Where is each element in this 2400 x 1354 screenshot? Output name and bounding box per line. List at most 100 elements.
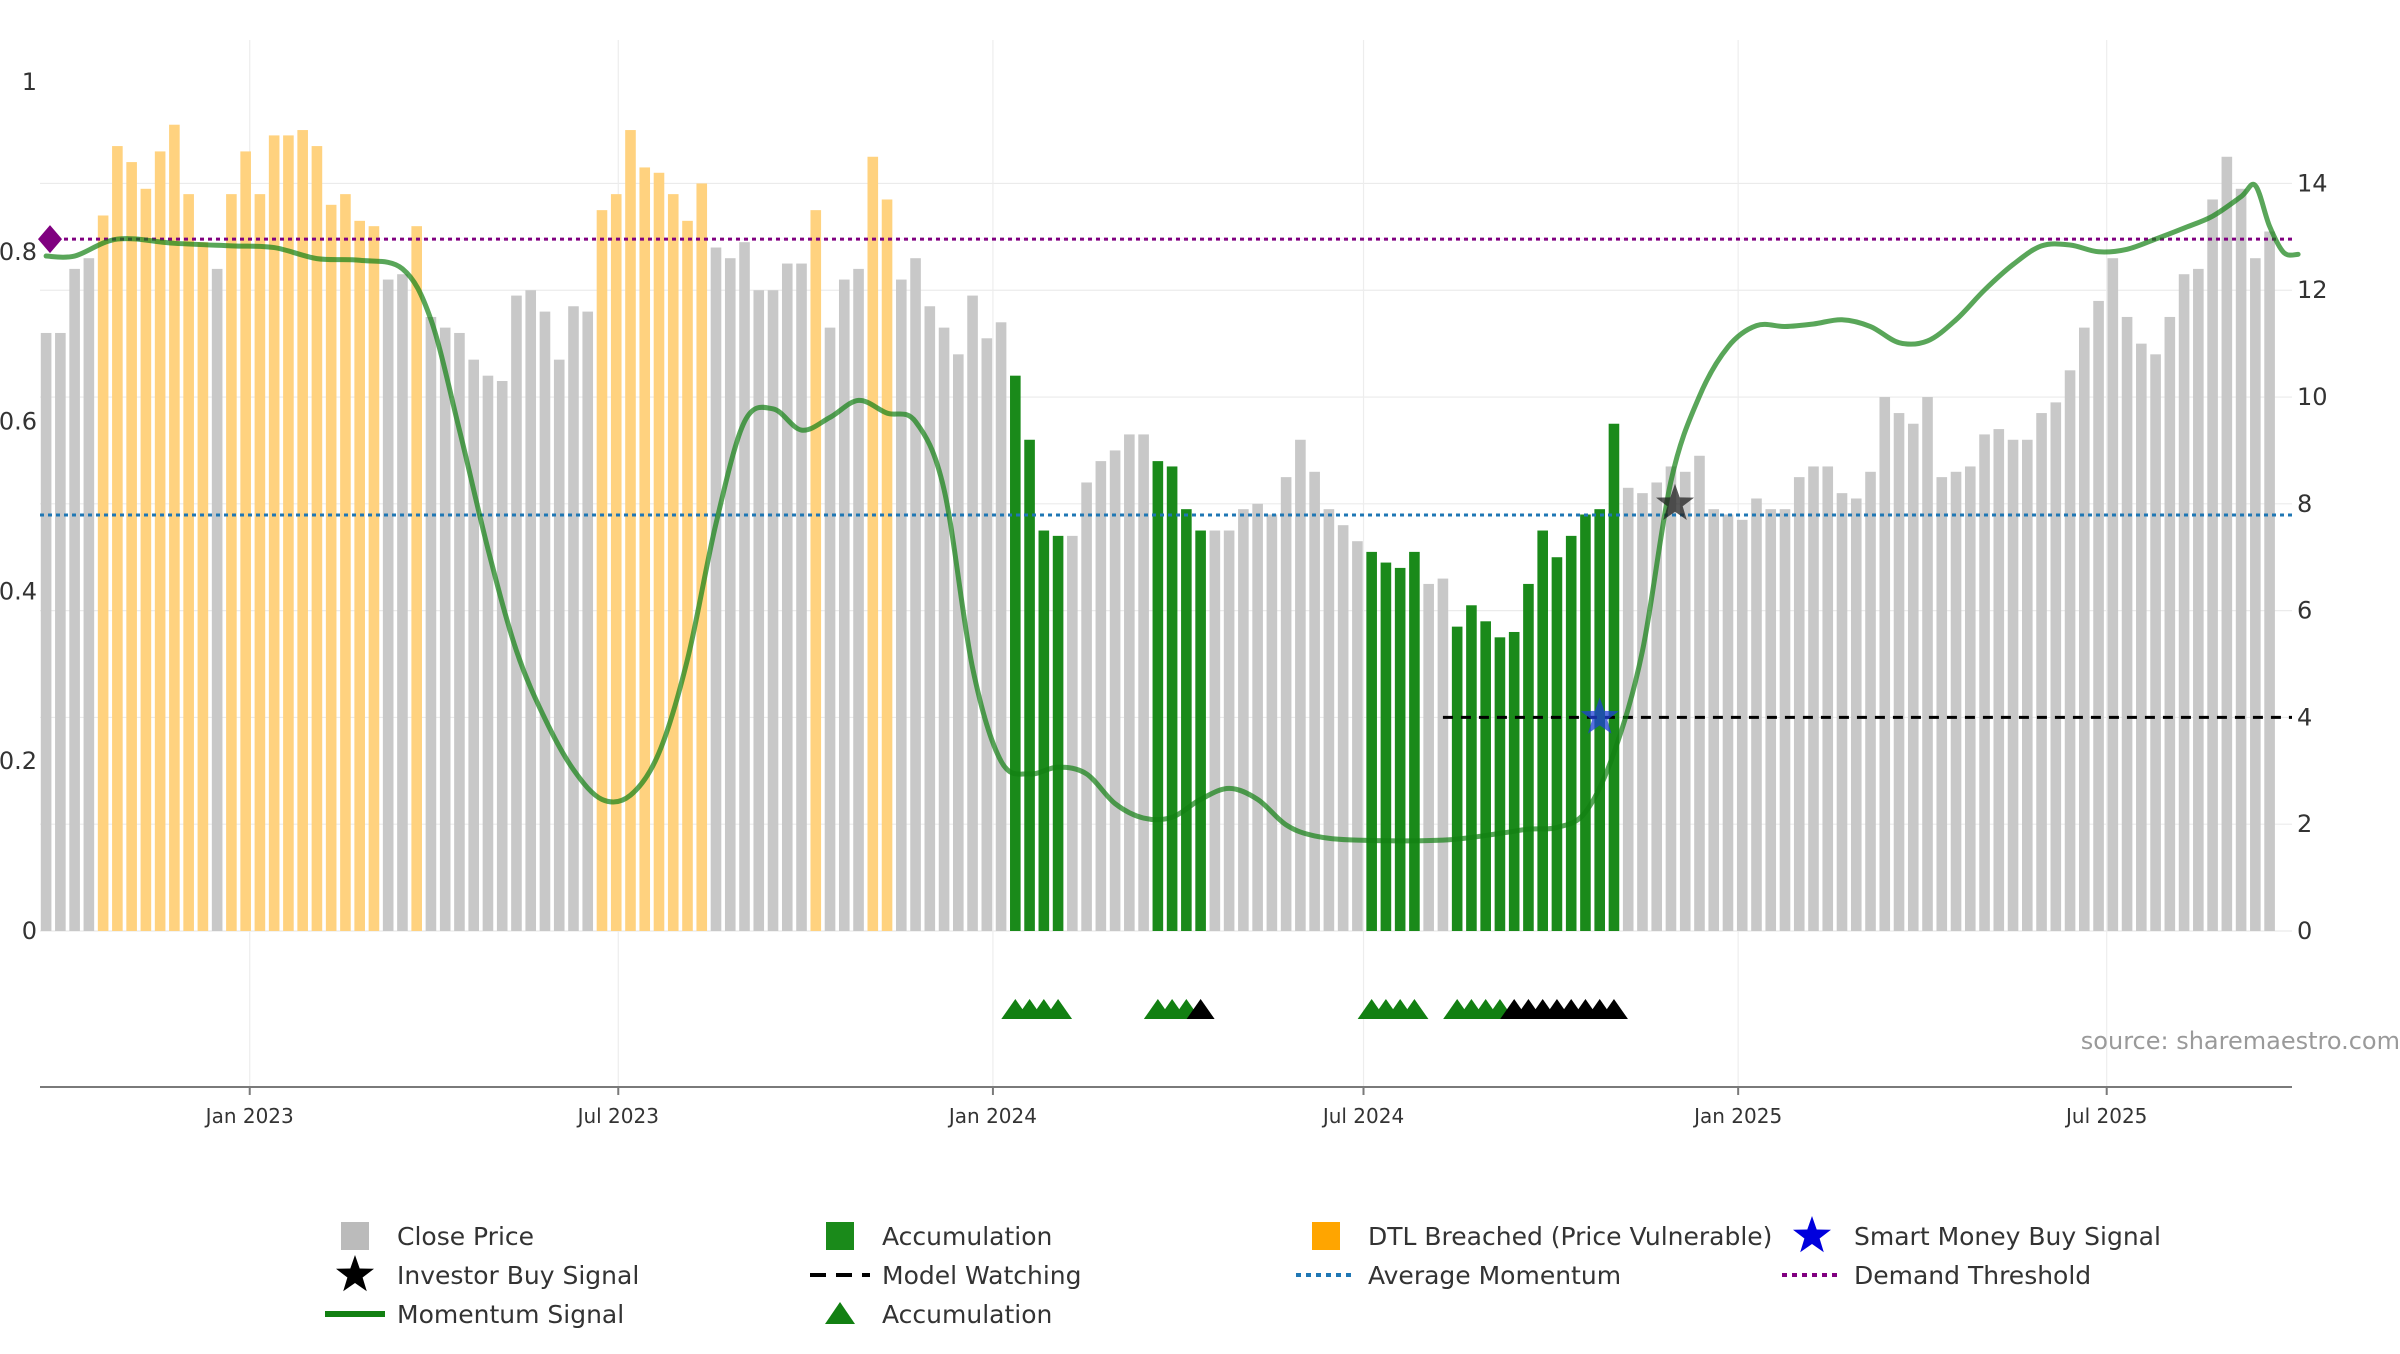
price-bar [2136, 343, 2147, 932]
price-bar [1138, 434, 1149, 931]
price-bar [468, 359, 480, 931]
legend-swatch-triangle [825, 1302, 855, 1324]
price-bar [824, 327, 836, 931]
price-bar [1238, 509, 1249, 931]
price-bar [2036, 413, 2047, 931]
price-bar [425, 316, 437, 932]
price-bar [1394, 567, 1406, 931]
price-bar [1223, 530, 1235, 931]
price-bar [140, 188, 152, 931]
price-bar [1124, 434, 1135, 931]
legend-label: Accumulation [882, 1300, 1052, 1329]
price-bar [1280, 477, 1292, 931]
price-bar [482, 375, 494, 931]
price-bar [924, 306, 936, 931]
x-tick-label: Jan 2025 [1692, 1104, 1782, 1128]
price-bar [724, 258, 736, 932]
price-bar [311, 146, 323, 932]
x-tick-label: Jul 2024 [1321, 1104, 1404, 1128]
price-bar [55, 332, 66, 931]
legend-swatch-square [341, 1222, 369, 1250]
right-tick-label: 6 [2297, 597, 2312, 625]
right-tick-label: 14 [2297, 169, 2328, 197]
right-tick-label: 10 [2297, 383, 2328, 411]
price-bar [881, 199, 893, 932]
price-bars [40, 124, 2275, 932]
price-bar [1266, 514, 1278, 931]
price-bar [1679, 471, 1691, 931]
price-bar [397, 274, 408, 931]
price-bar [1651, 482, 1663, 931]
price-bar [1494, 637, 1506, 931]
right-tick-label: 4 [2297, 703, 2312, 731]
legend-label: Average Momentum [1368, 1261, 1621, 1290]
price-bar [154, 151, 166, 931]
price-bar [2207, 199, 2218, 932]
price-bar [254, 194, 266, 931]
price-bar [368, 226, 380, 932]
legend-label: Close Price [397, 1222, 534, 1251]
price-bar [1152, 461, 1164, 931]
x-tick-label: Jan 2024 [947, 1104, 1037, 1128]
price-bar [1181, 509, 1192, 931]
price-bar [325, 204, 337, 931]
price-bar [1950, 471, 1962, 931]
left-tick-label: 0.4 [0, 577, 37, 605]
price-bar [610, 194, 622, 931]
price-bar [568, 306, 579, 931]
x-tick-label: Jul 2025 [2064, 1104, 2147, 1128]
price-bar [1352, 541, 1363, 931]
price-bar [895, 279, 907, 931]
price-bar [2050, 402, 2062, 932]
price-bar [1836, 493, 1848, 931]
price-bar [2079, 327, 2090, 931]
price-bar [340, 194, 351, 931]
price-bar [1964, 466, 1976, 931]
left-tick-label: 0.6 [0, 408, 37, 436]
price-bar [2150, 354, 2161, 931]
price-bar [1637, 493, 1648, 931]
price-bar [596, 210, 608, 931]
right-tick-label: 0 [2297, 917, 2312, 945]
x-tick-label: Jan 2023 [204, 1104, 294, 1128]
price-bar [69, 268, 80, 931]
price-bar [2264, 231, 2275, 932]
price-bar [1665, 466, 1677, 931]
price-bar [1209, 530, 1221, 931]
investor-buy-star [1656, 483, 1695, 520]
accumulation-triangle [1400, 999, 1429, 1019]
price-bar [2164, 316, 2176, 932]
price-bar [1608, 423, 1620, 931]
price-bar [1708, 509, 1720, 931]
price-bar [967, 295, 978, 931]
price-bar [1466, 605, 1477, 931]
price-bar [2178, 274, 2190, 931]
price-bar [1537, 530, 1548, 931]
price-bar [1409, 551, 1420, 931]
price-bar [1337, 525, 1349, 931]
price-bar [1736, 519, 1748, 931]
price-bar [226, 194, 237, 931]
price-bar [625, 130, 636, 931]
price-bar [1893, 413, 1905, 931]
accumulation-triangle [1599, 999, 1628, 1019]
price-bar [1551, 557, 1563, 931]
price-bar [1922, 397, 1933, 932]
price-bar [1109, 450, 1121, 931]
price-bar [1907, 423, 1919, 931]
legend-label: DTL Breached (Price Vulnerable) [1368, 1222, 1772, 1251]
price-bar [1694, 455, 1705, 931]
price-bar [2235, 188, 2247, 931]
price-bar [1993, 429, 2005, 931]
price-bar [525, 290, 537, 932]
price-bar [297, 130, 308, 931]
legend-swatch-star [1793, 1216, 1831, 1253]
price-bar [2193, 268, 2204, 931]
legend-swatch-square [826, 1222, 854, 1250]
demand-threshold-diamond [38, 225, 62, 254]
price-bar [995, 322, 1007, 931]
price-bar [767, 290, 779, 932]
accumulation-triangle [1186, 999, 1215, 1019]
price-bar [682, 220, 693, 931]
